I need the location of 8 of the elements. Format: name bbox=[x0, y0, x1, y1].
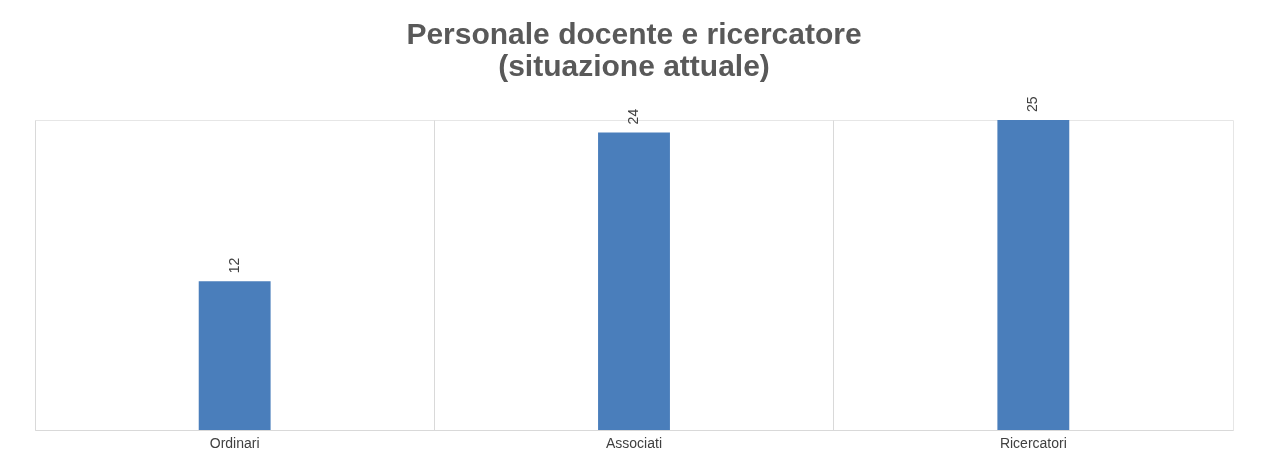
x-tick-label: Ordinari bbox=[209, 434, 260, 451]
data-label: 12 bbox=[225, 257, 242, 274]
x-tick-label: Associati bbox=[605, 434, 663, 451]
data-label: 25 bbox=[1024, 96, 1041, 112]
data-label: 24 bbox=[625, 108, 641, 125]
x-tick-label: Ricercatori bbox=[999, 434, 1067, 451]
text: (situazione attuale) bbox=[498, 49, 770, 83]
text: Personale docente e ricercatore bbox=[406, 17, 862, 51]
